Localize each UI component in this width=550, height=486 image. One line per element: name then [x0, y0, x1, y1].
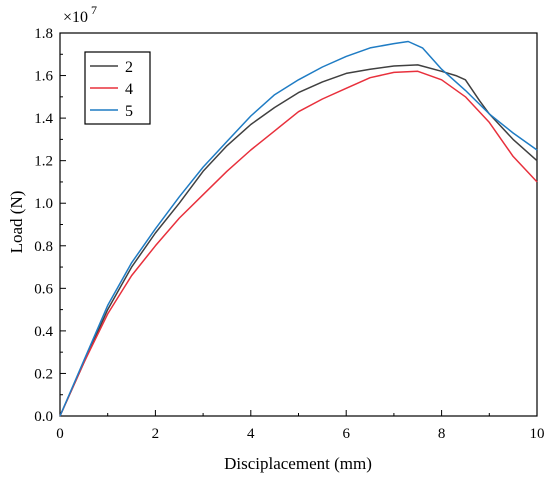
x-tick-label: 6 — [342, 426, 350, 442]
x-tick-label: 8 — [438, 426, 446, 442]
series-lines — [59, 40, 538, 417]
legend-label-4: 4 — [125, 81, 133, 98]
series-line-2 — [59, 64, 538, 417]
y-tick-label: 0.4 — [34, 324, 53, 340]
x-tick-label: 2 — [152, 426, 160, 442]
y-multiplier-base: ×10 — [63, 9, 88, 26]
y-tick-label: 0.8 — [34, 239, 53, 255]
y-axis-multiplier: ×10 7 — [63, 3, 97, 26]
legend: 2 4 5 — [84, 51, 151, 125]
x-tick-label: 0 — [56, 426, 64, 442]
legend-label-2: 2 — [125, 59, 133, 76]
y-tick-label: 1.8 — [34, 26, 53, 42]
x-tick-label: 4 — [247, 426, 255, 442]
legend-label-5: 5 — [125, 103, 133, 120]
y-axis-label: Load (N) — [7, 191, 26, 254]
y-tick-label: 0.0 — [34, 409, 53, 425]
x-tick-label: 10 — [530, 426, 545, 442]
y-tick-label: 1.6 — [34, 69, 53, 85]
axis-ticks: 0 2 4 6 8 10 0.0 0.2 0.4 0.6 0.8 1.0 1.2 1.4 1.6 1.8 — [34, 26, 544, 442]
y-tick-label: 1.2 — [34, 154, 53, 170]
y-tick-label: 0.6 — [34, 281, 53, 297]
series-line-4 — [59, 70, 538, 417]
y-tick-label: 1.0 — [34, 196, 53, 212]
y-multiplier-exponent: 7 — [91, 3, 97, 17]
y-tick-label: 0.2 — [34, 366, 53, 382]
y-tick-label: 1.4 — [34, 111, 53, 127]
series-line-5 — [59, 40, 538, 417]
x-axis-label: Disciplacement (mm) — [224, 454, 372, 473]
